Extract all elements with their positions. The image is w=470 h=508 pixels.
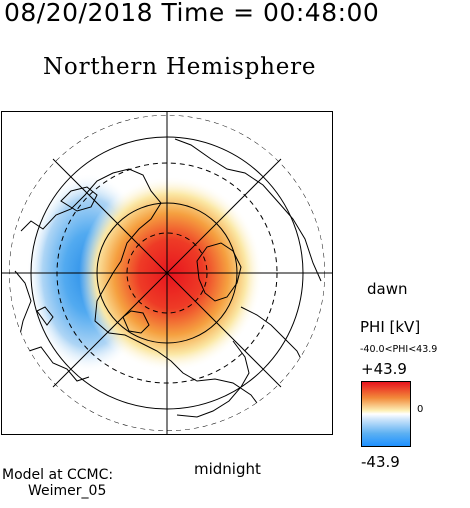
color-scale-gradient	[362, 382, 410, 446]
datetime-header: 08/20/2018 Time = 00:48:00	[4, 0, 380, 27]
map-title: Northern Hemisphere	[43, 54, 317, 80]
legend-min: -43.9	[361, 453, 400, 471]
color-scale-bar	[361, 381, 411, 447]
grid-lines	[1, 111, 333, 435]
dawn-label: dawn	[367, 280, 408, 298]
model-name: Weimer_05	[28, 483, 107, 499]
legend-zero: 0	[417, 404, 424, 415]
legend-quantity: PHI [kV]	[360, 318, 421, 336]
polar-plot	[1, 111, 333, 435]
midnight-label: midnight	[194, 460, 261, 478]
polar-map	[1, 111, 333, 435]
model-credit: Model at CCMC:	[2, 467, 114, 483]
legend-range: -40.0<PHI<43.9	[360, 344, 438, 355]
legend-max: +43.9	[361, 360, 407, 378]
